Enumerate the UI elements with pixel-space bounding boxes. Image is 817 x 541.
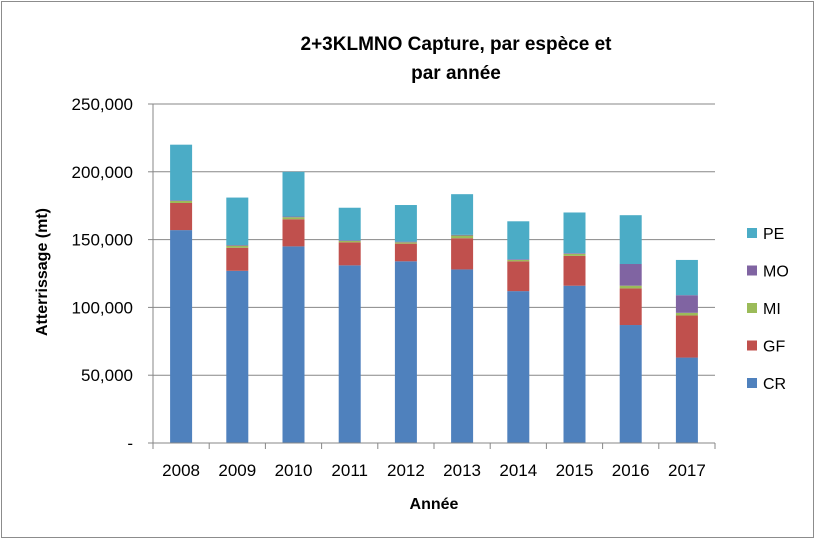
bar-segment-pe-2008 xyxy=(170,144,193,201)
bar-segment-cr-2009 xyxy=(226,270,249,443)
bar-segment-pe-2010 xyxy=(282,171,305,217)
bar-segment-gf-2009 xyxy=(226,247,249,271)
bar-segment-gf-2017 xyxy=(675,315,698,358)
bar-segment-mi-2011 xyxy=(338,240,361,243)
bar-segment-mi-2010 xyxy=(282,217,305,220)
bar-segment-mo-2016 xyxy=(619,264,642,286)
bar-segment-cr-2015 xyxy=(563,285,586,443)
x-tick-label: 2014 xyxy=(499,461,537,480)
bar-segment-gf-2011 xyxy=(338,242,361,266)
bar-segment-gf-2008 xyxy=(170,202,193,231)
legend: PE MO MI GF CR xyxy=(747,226,789,393)
legend-swatch-mi xyxy=(747,303,757,313)
bar-segment-gf-2015 xyxy=(563,255,586,286)
bar-segment-cr-2013 xyxy=(451,269,474,443)
bar-segment-mo-2015 xyxy=(563,253,586,254)
y-tick-label: 100,000 xyxy=(72,298,133,317)
legend-label-mo: MO xyxy=(763,264,789,281)
bar-segment-mi-2008 xyxy=(170,200,193,203)
axes xyxy=(148,103,716,449)
bars xyxy=(170,144,698,443)
chart-title-line-1: 2+3KLMNO Capture, par espèce et xyxy=(301,34,613,55)
legend-label-pe: PE xyxy=(763,226,784,243)
x-tick-label: 2013 xyxy=(443,461,481,480)
x-tick-label: 2011 xyxy=(331,461,368,480)
x-tick-label: 2010 xyxy=(275,461,313,480)
legend-swatch-mo xyxy=(747,265,757,276)
bar-segment-mi-2017 xyxy=(675,312,698,316)
x-tick-labels: 2008 2009 2010 2011 2012 2013 2014 2015 2016 2017 xyxy=(162,461,706,480)
y-tick-label: 150,000 xyxy=(72,231,133,250)
bar-segment-mi-2014 xyxy=(507,259,530,262)
legend-swatch-gf xyxy=(747,340,757,351)
bar-segment-gf-2012 xyxy=(394,243,417,262)
bar-segment-mo-2014 xyxy=(507,259,530,260)
bar-segment-mi-2016 xyxy=(619,285,642,289)
bar-segment-pe-2017 xyxy=(675,259,698,296)
bar-segment-pe-2015 xyxy=(563,212,586,254)
bar-segment-cr-2016 xyxy=(619,325,642,443)
y-tick-labels: - 50,000 100,000 150,000 200,000 250,000 xyxy=(72,95,133,453)
bar-segment-mi-2012 xyxy=(394,242,417,244)
bar-segment-gf-2016 xyxy=(619,288,642,326)
bar-segment-pe-2016 xyxy=(619,215,642,265)
bar-segment-mo-2012 xyxy=(394,241,417,243)
y-tick-label: 250,000 xyxy=(72,95,133,114)
chart-title-line-2: par année xyxy=(411,63,501,84)
bar-segment-pe-2009 xyxy=(226,197,249,246)
bar-segment-gf-2010 xyxy=(282,219,305,247)
legend-label-mi: MI xyxy=(763,301,781,318)
legend-swatch-cr xyxy=(747,378,757,388)
x-axis-label: Année xyxy=(410,496,459,513)
bar-segment-mo-2013 xyxy=(451,234,474,236)
legend-swatch-pe xyxy=(747,228,757,238)
x-tick-label: 2008 xyxy=(162,461,200,480)
bar-segment-cr-2008 xyxy=(170,230,193,443)
x-tick-label: 2017 xyxy=(668,461,706,480)
bar-segment-mo-2010 xyxy=(282,216,305,218)
y-axis-label: Atterrissage (mt) xyxy=(34,208,51,336)
bar-segment-cr-2010 xyxy=(282,246,305,443)
bar-segment-mo-2008 xyxy=(170,200,193,201)
y-tick-label: 200,000 xyxy=(72,163,133,182)
x-tick-label: 2016 xyxy=(612,461,650,480)
bar-segment-cr-2011 xyxy=(338,265,361,443)
bar-segment-pe-2014 xyxy=(507,221,530,260)
bar-segment-mi-2015 xyxy=(563,253,586,256)
bar-segment-pe-2013 xyxy=(451,194,474,235)
y-tick-label: 50,000 xyxy=(81,366,133,385)
bar-segment-cr-2017 xyxy=(675,357,698,443)
bar-segment-mo-2009 xyxy=(226,245,249,246)
bar-segment-mo-2011 xyxy=(338,240,361,241)
x-tick-label: 2015 xyxy=(556,461,594,480)
bar-segment-mi-2009 xyxy=(226,245,249,248)
bar-segment-pe-2011 xyxy=(338,207,361,241)
x-tick-label: 2009 xyxy=(218,461,256,480)
legend-label-cr: CR xyxy=(763,376,786,393)
bar-segment-gf-2014 xyxy=(507,261,530,292)
bar-segment-mi-2013 xyxy=(451,235,474,239)
x-tick-label: 2012 xyxy=(387,461,425,480)
bar-segment-cr-2014 xyxy=(507,291,530,443)
bar-segment-pe-2012 xyxy=(394,205,417,242)
bar-segment-mo-2017 xyxy=(675,295,698,313)
bar-segment-gf-2013 xyxy=(451,238,474,270)
y-tick-label: - xyxy=(127,434,133,453)
bar-segment-cr-2012 xyxy=(394,261,417,443)
legend-label-gf: GF xyxy=(763,339,785,356)
